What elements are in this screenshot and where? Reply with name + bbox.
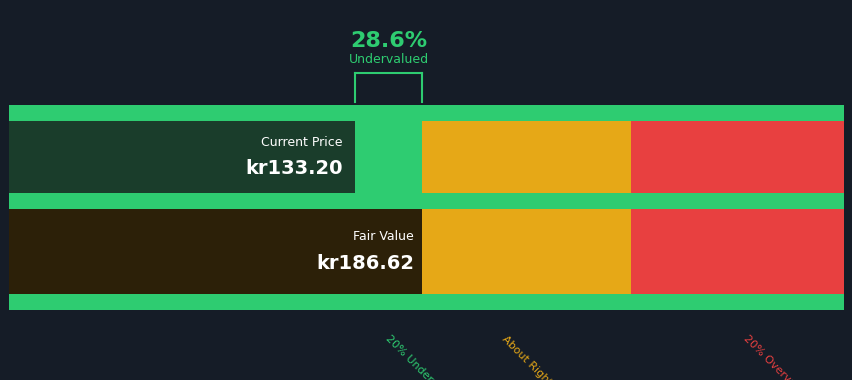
Text: Fair Value: Fair Value <box>353 230 413 243</box>
Bar <box>9 105 843 121</box>
Bar <box>630 105 843 310</box>
Bar <box>9 294 843 310</box>
Bar <box>9 209 422 294</box>
Bar <box>9 193 843 209</box>
Bar <box>9 121 355 193</box>
Text: kr186.62: kr186.62 <box>315 254 413 273</box>
Text: 28.6%: 28.6% <box>350 31 427 51</box>
Text: About Right: About Right <box>499 334 553 380</box>
Text: 20% Undervalued: 20% Undervalued <box>383 334 461 380</box>
Text: Current Price: Current Price <box>261 136 343 149</box>
Bar <box>422 105 630 310</box>
Bar <box>9 105 422 310</box>
Text: kr133.20: kr133.20 <box>245 159 343 178</box>
Text: Undervalued: Undervalued <box>348 53 429 66</box>
Text: 20% Overvalued: 20% Overvalued <box>740 334 813 380</box>
